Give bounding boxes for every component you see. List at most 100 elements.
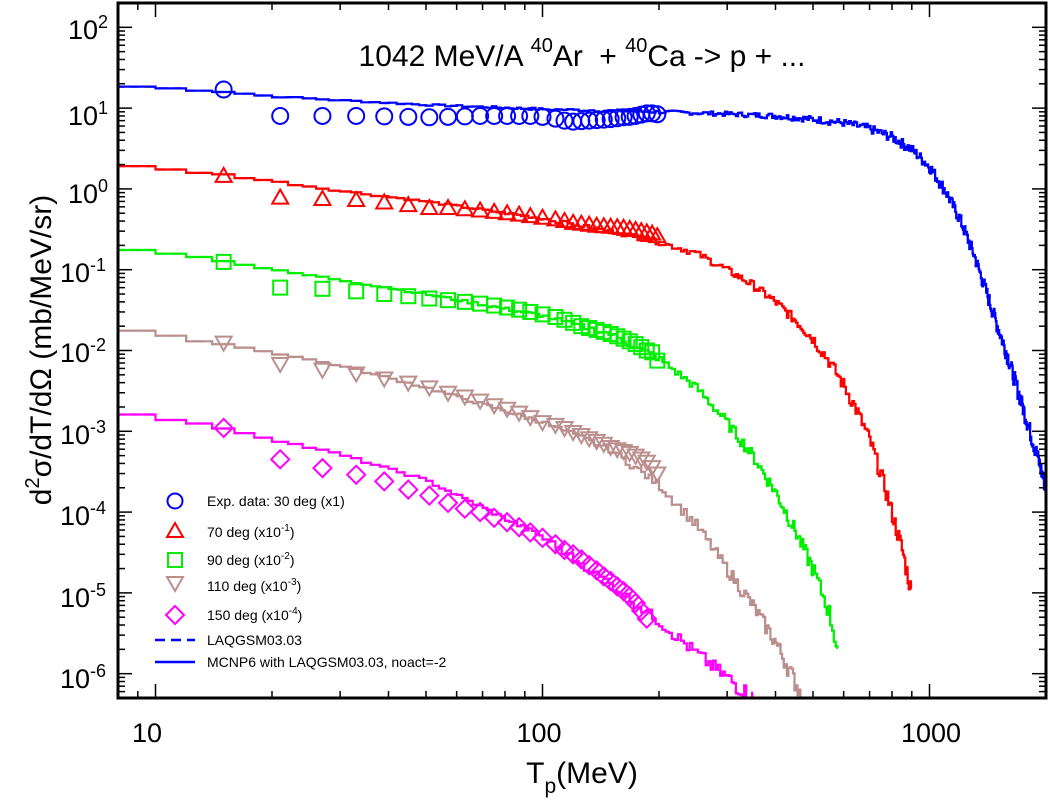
data-point-triangle-up	[419, 198, 440, 216]
data-point-square	[348, 283, 365, 300]
y-tick-label: 10-3	[60, 417, 106, 450]
data-point-triangle-up	[554, 211, 575, 229]
data-point-triangle-up	[509, 204, 529, 222]
legend-label: Exp. data: 30 deg (x1)	[207, 493, 345, 509]
data-point-triangle-up	[312, 188, 333, 207]
legend-item: 70 deg (x10-1)	[165, 520, 295, 540]
legend-item: 110 deg (x10-3)	[165, 576, 301, 594]
data-point-triangle-down	[484, 398, 504, 416]
data-point-triangle-down	[312, 362, 333, 380]
data-point-triangle-down	[419, 380, 440, 398]
data-point-triangle-up	[497, 203, 517, 221]
data-point-circle	[601, 110, 620, 129]
y-tick-label: 10-5	[60, 580, 106, 613]
legend-label: 110 deg (x10-3)	[207, 577, 301, 594]
data-point-triangle-up	[455, 199, 475, 217]
legend-label: 90 deg (x10-2)	[207, 551, 295, 568]
legend-label: 70 deg (x10-1)	[207, 523, 295, 540]
data-point-triangle-down	[438, 385, 458, 403]
data-point-diamond	[570, 548, 592, 570]
data-point-square	[314, 280, 331, 297]
data-point-circle	[471, 106, 490, 125]
data-point-circle	[420, 108, 439, 127]
data-point-triangle-down	[270, 357, 290, 375]
data-point-circle	[533, 107, 552, 126]
model-curve-laqgsm	[118, 248, 839, 649]
data-point-square	[215, 253, 232, 270]
chart-title: 1042 MeV/A 40Ar + 40Ca -> p + ...	[359, 35, 806, 73]
plot-area	[116, 1, 1048, 700]
data-point-circle	[637, 104, 656, 123]
data-point-circle	[375, 107, 394, 126]
data-point-diamond	[312, 457, 333, 479]
experimental-markers	[213, 80, 668, 630]
data-point-diamond	[469, 501, 491, 523]
legend-item: 90 deg (x10-2)	[167, 551, 295, 568]
legend-label: 150 deg (x10-4)	[207, 606, 302, 623]
legend-triangle-up-marker	[165, 520, 185, 538]
data-point-triangle-down	[594, 436, 614, 454]
y-tick-label: 102	[68, 12, 108, 45]
data-point-circle	[214, 80, 233, 99]
data-point-diamond	[373, 470, 395, 492]
data-point-triangle-up	[374, 192, 394, 210]
data-point-square	[421, 290, 438, 307]
legend-item: Exp. data: 30 deg (x1)	[166, 492, 345, 510]
legend-item: MCNP6 with LAQGSM03.03, noact=-2	[155, 654, 446, 670]
data-point-square	[511, 301, 528, 318]
model-curve-laqgsm	[118, 413, 754, 698]
data-point-square	[400, 288, 417, 305]
data-point-square	[547, 308, 564, 325]
data-point-triangle-down	[532, 415, 553, 433]
data-point-square	[633, 339, 650, 356]
data-point-triangle-up	[520, 206, 541, 224]
data-point-triangle-down	[647, 466, 668, 484]
data-point-triangle-down	[497, 401, 517, 419]
data-point-triangle-down	[554, 420, 575, 438]
data-point-diamond	[508, 516, 530, 538]
legend: Exp. data: 30 deg (x1) 70 deg (x10-1) 90…	[155, 492, 446, 670]
data-point-triangle-up	[532, 207, 553, 225]
legend-item: LAQGSM03.03	[155, 632, 302, 648]
data-point-triangle-up	[484, 201, 504, 219]
data-point-square	[638, 342, 655, 359]
data-point-triangle-up	[346, 189, 366, 207]
data-point-diamond	[532, 527, 553, 549]
y-tick-label: 101	[68, 98, 108, 131]
x-tick-label: 1000	[901, 718, 961, 748]
data-point-square	[376, 286, 393, 303]
model-curve-laqgsm	[118, 85, 1046, 494]
data-point-circle	[485, 106, 504, 125]
data-point-diamond	[269, 448, 291, 470]
data-point-diamond	[483, 507, 505, 529]
data-point-circle	[608, 109, 627, 128]
legend-diamond-marker	[164, 604, 186, 626]
data-point-circle	[594, 110, 613, 129]
data-point-square	[499, 299, 516, 316]
data-point-diamond	[213, 417, 235, 439]
legend-triangle-down-marker	[165, 576, 185, 594]
y-tick-label: 100	[68, 176, 108, 209]
data-point-circle	[580, 111, 599, 130]
data-point-circle	[614, 108, 633, 127]
y-tick-label: 10-4	[60, 498, 106, 531]
legend-item: 150 deg (x10-4)	[164, 604, 302, 626]
data-point-circle	[399, 107, 418, 126]
data-point-triangle-up	[213, 165, 234, 183]
data-point-circle	[648, 105, 667, 124]
legend-square-marker	[167, 552, 183, 568]
data-point-triangle-down	[631, 451, 652, 469]
data-point-triangle-up	[619, 218, 640, 236]
data-point-triangle-up	[637, 222, 657, 240]
y-axis-title: d2σ/dT/dΩ (mb/MeV/sr)	[22, 195, 58, 505]
data-point-diamond	[437, 492, 459, 514]
data-point-circle	[498, 106, 517, 125]
data-point-diamond	[397, 479, 419, 500]
data-point-square	[456, 293, 473, 310]
data-point-square	[644, 344, 661, 361]
data-point-triangle-down	[571, 427, 592, 446]
data-point-triangle-down	[520, 410, 541, 428]
data-point-circle	[347, 106, 366, 125]
data-point-diamond	[345, 464, 367, 486]
